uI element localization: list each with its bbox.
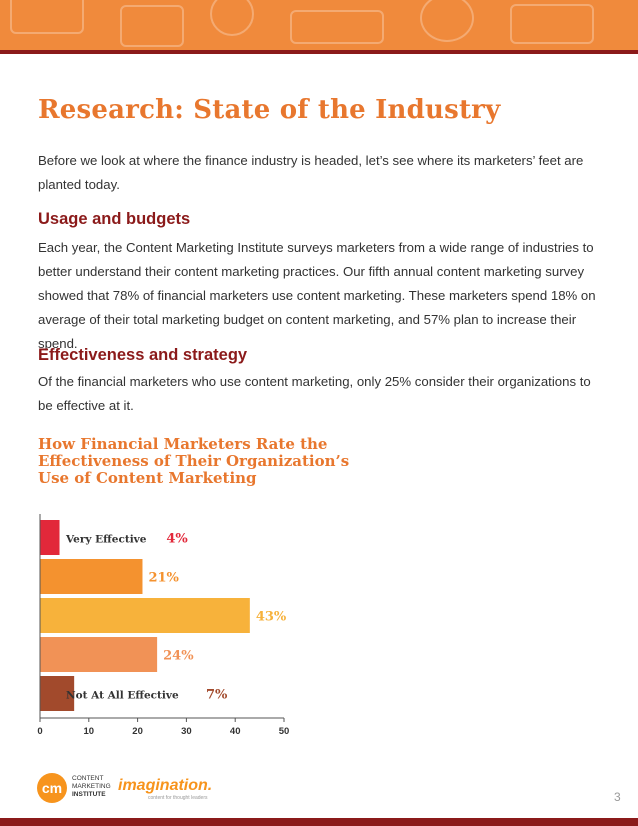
chart-x-tick-label: 40 <box>230 726 241 737</box>
chart-title-line: How Financial Marketers Rate the <box>38 435 328 453</box>
page-number: 3 <box>614 790 621 804</box>
chart-x-tick-label: 30 <box>181 726 192 737</box>
intro-paragraph: Before we look at where the finance indu… <box>38 153 584 192</box>
cmi-monogram: cm <box>42 780 62 796</box>
imagination-wordmark: imagination. <box>118 777 212 794</box>
chart-value-label: 7% <box>206 688 228 703</box>
chart-value-label: 21% <box>148 571 179 586</box>
chart-value-label: 24% <box>163 649 194 664</box>
header-banner <box>0 0 638 50</box>
section-usage-body: Each year, the Content Marketing Institu… <box>38 240 596 351</box>
cmi-logo-line: CONTENT <box>72 775 103 782</box>
chart-title-line: Effectiveness of Their Organization’s <box>38 452 350 470</box>
section-effectiveness-title: Effectiveness and strategy <box>38 346 248 364</box>
chart-bar <box>40 676 75 711</box>
chart-x-tick-label: 0 <box>37 726 42 737</box>
chart-x-tick-label: 50 <box>279 726 290 737</box>
chart-category-label: Very Effective <box>65 534 147 546</box>
decorative-circle-shape <box>210 0 254 36</box>
chart-title-line: Use of Content Marketing <box>38 469 257 487</box>
section-effectiveness-body: Of the financial marketers who use conte… <box>38 374 591 413</box>
header-divider <box>0 50 638 54</box>
page-title: Research: State of the Industry <box>38 95 501 125</box>
imagination-tagline: content for thought leaders <box>148 795 208 801</box>
chart-value-label: 4% <box>166 532 188 547</box>
section-usage-title: Usage and budgets <box>38 210 191 228</box>
footer-bar <box>0 818 638 826</box>
cmi-logo-line: INSTITUTE <box>72 791 106 798</box>
decorative-grid-shape <box>120 5 184 47</box>
cmi-logo-circle <box>37 773 67 803</box>
chart-category-label: Not At All Effective <box>66 690 179 702</box>
chart-x-tick-label: 20 <box>132 726 143 737</box>
effectiveness-bar-chart: Very Effective 4% 21% 43% 24% Not At All Effe… <box>37 514 290 737</box>
decorative-chart-shape <box>510 4 594 44</box>
chart-bar <box>40 637 158 672</box>
decorative-circle-shape-2 <box>420 0 474 42</box>
chart-title: How Financial Marketers Rate the Effecti… <box>38 436 398 487</box>
cmi-logo: cm CONTENT MARKETING INSTITUTE <box>37 773 111 803</box>
chart-bar <box>40 559 143 594</box>
chart-bar <box>40 598 250 633</box>
footer-logos: cm CONTENT MARKETING INSTITUTE imaginati… <box>37 773 212 803</box>
chart-bar <box>40 520 60 555</box>
imagination-logo: imagination. content for thought leaders <box>118 777 212 801</box>
chart-x-tick-label: 10 <box>84 726 95 737</box>
decorative-card-shape <box>290 10 384 44</box>
chart-value-label: 43% <box>256 610 287 625</box>
cmi-logo-line: MARKETING <box>72 783 111 790</box>
decorative-calendar-shape <box>10 0 84 34</box>
